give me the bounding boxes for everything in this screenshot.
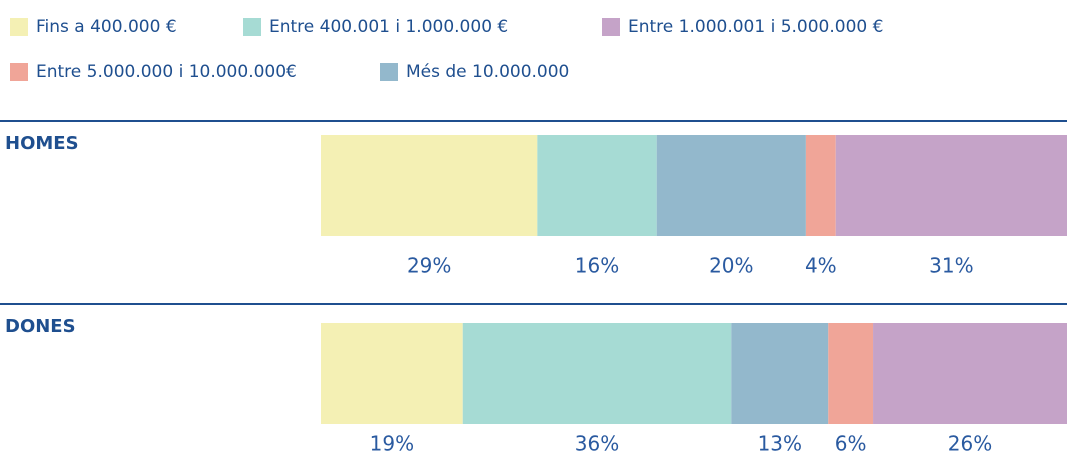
legend-label: Més de 10.000.000 <box>406 62 569 82</box>
bar-segment <box>835 135 1067 236</box>
legend-swatch <box>602 18 620 36</box>
data-label: 29% <box>407 254 451 278</box>
bar-segment <box>656 135 806 236</box>
bar-segment <box>828 323 874 424</box>
data-label: 6% <box>835 432 867 456</box>
data-label: 13% <box>758 432 802 456</box>
data-label: 36% <box>575 432 619 456</box>
legend-swatch <box>243 18 261 36</box>
bar-segment <box>731 323 829 424</box>
legend-swatch <box>10 63 28 81</box>
legend-label: Entre 5.000.000 i 10.000.000€ <box>36 62 297 82</box>
bar-segment <box>873 323 1067 424</box>
data-label: 19% <box>370 432 414 456</box>
bar-segment <box>321 323 463 424</box>
legend-swatch <box>10 18 28 36</box>
bar-segment <box>321 135 538 236</box>
data-label: 4% <box>805 254 837 278</box>
legend-label: Fins a 400.000 € <box>36 17 177 37</box>
data-label: 31% <box>929 254 973 278</box>
legend-swatch <box>380 63 398 81</box>
data-label: 26% <box>948 432 992 456</box>
legend-label: Entre 1.000.001 i 5.000.000 € <box>628 17 883 37</box>
bar-segment <box>805 135 836 236</box>
data-label: 16% <box>575 254 619 278</box>
bar-segment <box>537 135 657 236</box>
data-label: 20% <box>709 254 753 278</box>
category-label: HOMES <box>5 133 79 154</box>
legend-label: Entre 400.001 i 1.000.000 € <box>269 17 508 37</box>
bar-segment <box>462 323 732 424</box>
category-label: DONES <box>5 316 76 337</box>
